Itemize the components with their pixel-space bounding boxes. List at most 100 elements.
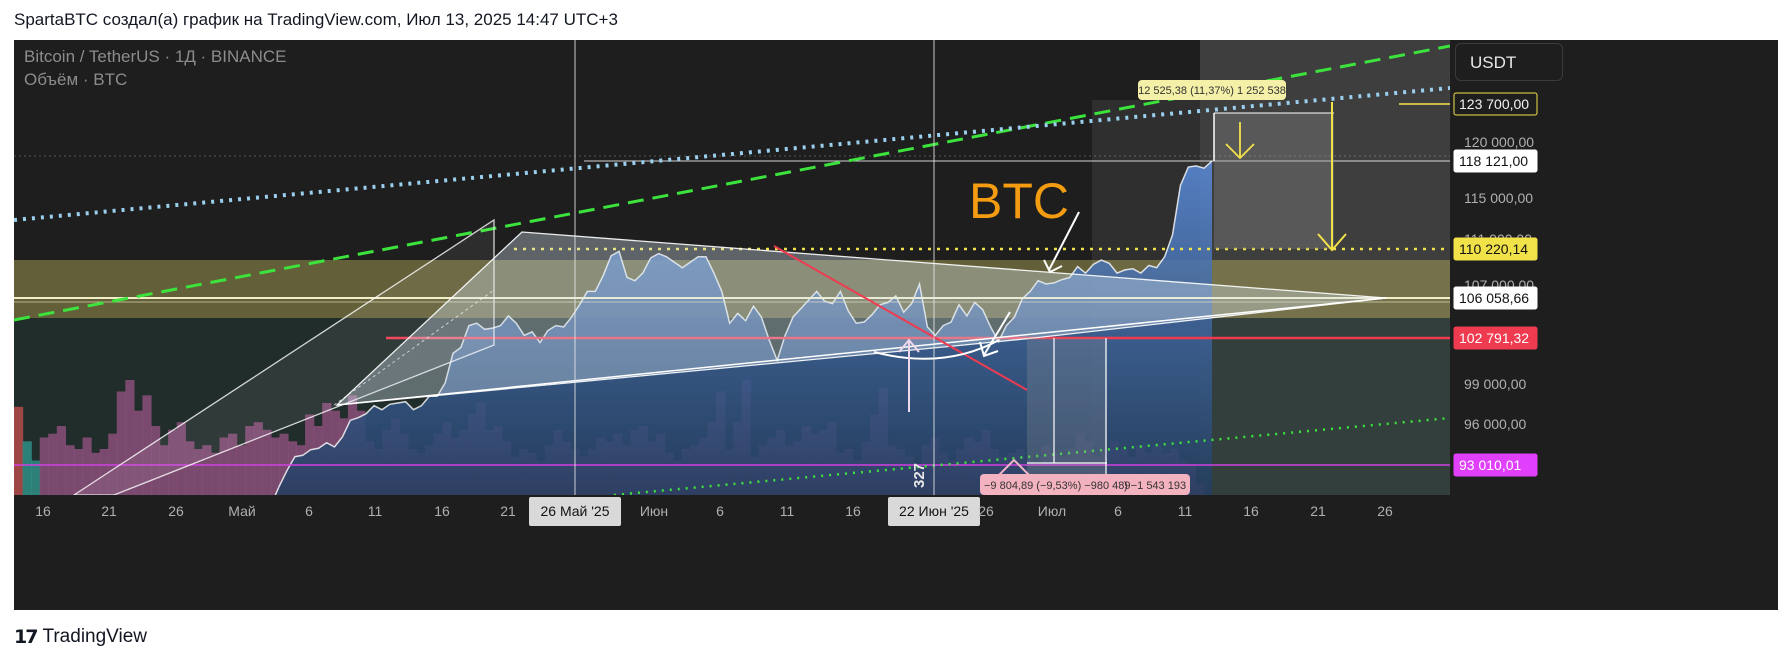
measure-up-box: [1214, 113, 1334, 249]
volume-bar: [56, 426, 66, 495]
volume-legend[interactable]: Объём · BTC: [24, 70, 128, 89]
volume-bar: [91, 452, 101, 495]
volume-marker: 327: [911, 463, 928, 488]
volume-bar: [270, 437, 280, 495]
projection-arrow-head: [1317, 233, 1347, 252]
time-tick-label: 6: [305, 503, 313, 519]
time-tick-label: Май: [228, 503, 255, 519]
btc-pointer-shaft: [1048, 211, 1080, 271]
volume-bar: [176, 422, 186, 495]
volume-bar: [125, 380, 135, 495]
volume-bar: [31, 460, 41, 495]
price-label-tag: [1453, 286, 1538, 310]
volume-bar: [185, 441, 195, 495]
time-tick-label: 11: [780, 503, 795, 519]
triangle-pattern: [335, 231, 1387, 406]
time-tick-label: 21: [1310, 503, 1326, 519]
price-axis-bg: [1450, 40, 1778, 610]
price-label-tag: [1453, 326, 1538, 350]
time-tick-label: Июл: [1038, 503, 1066, 519]
trend-drawings: BTC 327: [14, 40, 1450, 495]
bottom-arc: [873, 339, 1000, 360]
volume-bar: [82, 437, 92, 495]
volume-bar: [142, 395, 152, 495]
volume-bar: [14, 406, 24, 495]
measure-down-arrow: [998, 458, 1030, 476]
volume-bar: [65, 445, 75, 495]
measure-down-box: [1027, 338, 1107, 495]
channel-midline: [333, 289, 495, 406]
price-line: [274, 160, 1213, 495]
time-tick-label: 26: [1377, 503, 1393, 519]
rising-channel: [72, 218, 495, 495]
down-arrow-head: [979, 341, 999, 358]
volume-bar: [168, 429, 178, 495]
time-tick-label: 11: [1178, 503, 1193, 519]
chart-snapshot-header: SpartaBTC создал(а) график на TradingVie…: [14, 10, 618, 29]
price-label-text: 102 791,32: [1459, 330, 1529, 346]
volume-bar: [210, 452, 221, 495]
symbol-legend[interactable]: Bitcoin / TetherUS · 1Д · BINANCE: [24, 47, 287, 66]
price-label-tag: [1453, 453, 1538, 477]
time-tick-label: 22 Июн '25: [899, 503, 969, 519]
tradingview-mark-icon: 17: [14, 626, 38, 648]
time-tick-label: 26: [168, 503, 184, 519]
volume-bar: [159, 445, 169, 495]
time-tick-label: 16: [35, 503, 51, 519]
time-tick-label: 26 Май '25: [540, 503, 609, 519]
blue-dotted-trendline: [14, 86, 1450, 222]
red-downtrend: [773, 245, 1028, 391]
volume-bar: [22, 441, 32, 495]
price-area: [121, 161, 1212, 495]
time-tick-label: 6: [716, 503, 724, 519]
price-tick-label: 96 000,00: [1464, 416, 1526, 432]
down-arrow-shaft: [983, 311, 1011, 356]
tradingview-logo[interactable]: 17 TradingView: [14, 626, 147, 648]
measure-down-tag: [980, 474, 1190, 495]
time-tick-label: 11: [368, 503, 383, 519]
measure-down-label-2: ) −1 543 193: [1124, 480, 1186, 492]
time-tick-label: 16: [845, 503, 861, 519]
price-label-text: 106 058,66: [1459, 290, 1529, 306]
price-label-tag: [1453, 92, 1538, 116]
time-axis-bg: [14, 495, 1450, 534]
price-tick-label: 99 000,00: [1464, 376, 1526, 392]
measure-up-tag: [1138, 80, 1286, 100]
green-dashed-trendline: [14, 44, 1450, 322]
volume-bar: [253, 422, 263, 495]
price-label-text: 110 220,14: [1459, 241, 1528, 257]
volume-bar: [39, 437, 49, 495]
small-arrow-head: [1225, 143, 1255, 160]
volume-bar: [193, 449, 203, 495]
triangle-lower-edge: [336, 297, 1387, 406]
price-tick-label: 120 000,00: [1464, 134, 1534, 150]
time-tick-label: 26: [978, 503, 994, 519]
volume-bar: [262, 429, 272, 495]
time-tick-label: 21: [101, 503, 117, 519]
time-tick-label: 6: [1114, 503, 1122, 519]
currency-button[interactable]: USDT: [1455, 43, 1563, 81]
crosshair-date-tag: [888, 497, 980, 526]
price-label-text: 123 700,00: [1459, 96, 1529, 112]
volume-bar: [219, 437, 229, 495]
volume-bar: [99, 449, 109, 495]
time-tick-label: 16: [1243, 503, 1259, 519]
crosshair-date-tag: [529, 497, 621, 526]
price-label-tag: [1453, 237, 1538, 261]
measure-down-label: −9 804,89 (−9,53%) −980 489: [984, 480, 1130, 492]
price-label-tag: [1453, 149, 1538, 173]
up-arrow-head: [898, 338, 920, 353]
time-tick-label: 21: [500, 503, 516, 519]
btc-annotation: BTC: [969, 173, 1069, 229]
price-label-text: 93 010,01: [1459, 457, 1521, 473]
highlight-range-right: [1200, 40, 1450, 495]
volume-bar: [116, 391, 126, 495]
volume-bar: [236, 445, 246, 495]
volume-bar: [245, 426, 255, 495]
price-tick-label: 115 000,00: [1464, 190, 1533, 206]
tradingview-wordmark: TradingView: [42, 626, 148, 647]
time-tick-label: 16: [434, 503, 450, 519]
btc-pointer-head: [1043, 259, 1063, 274]
